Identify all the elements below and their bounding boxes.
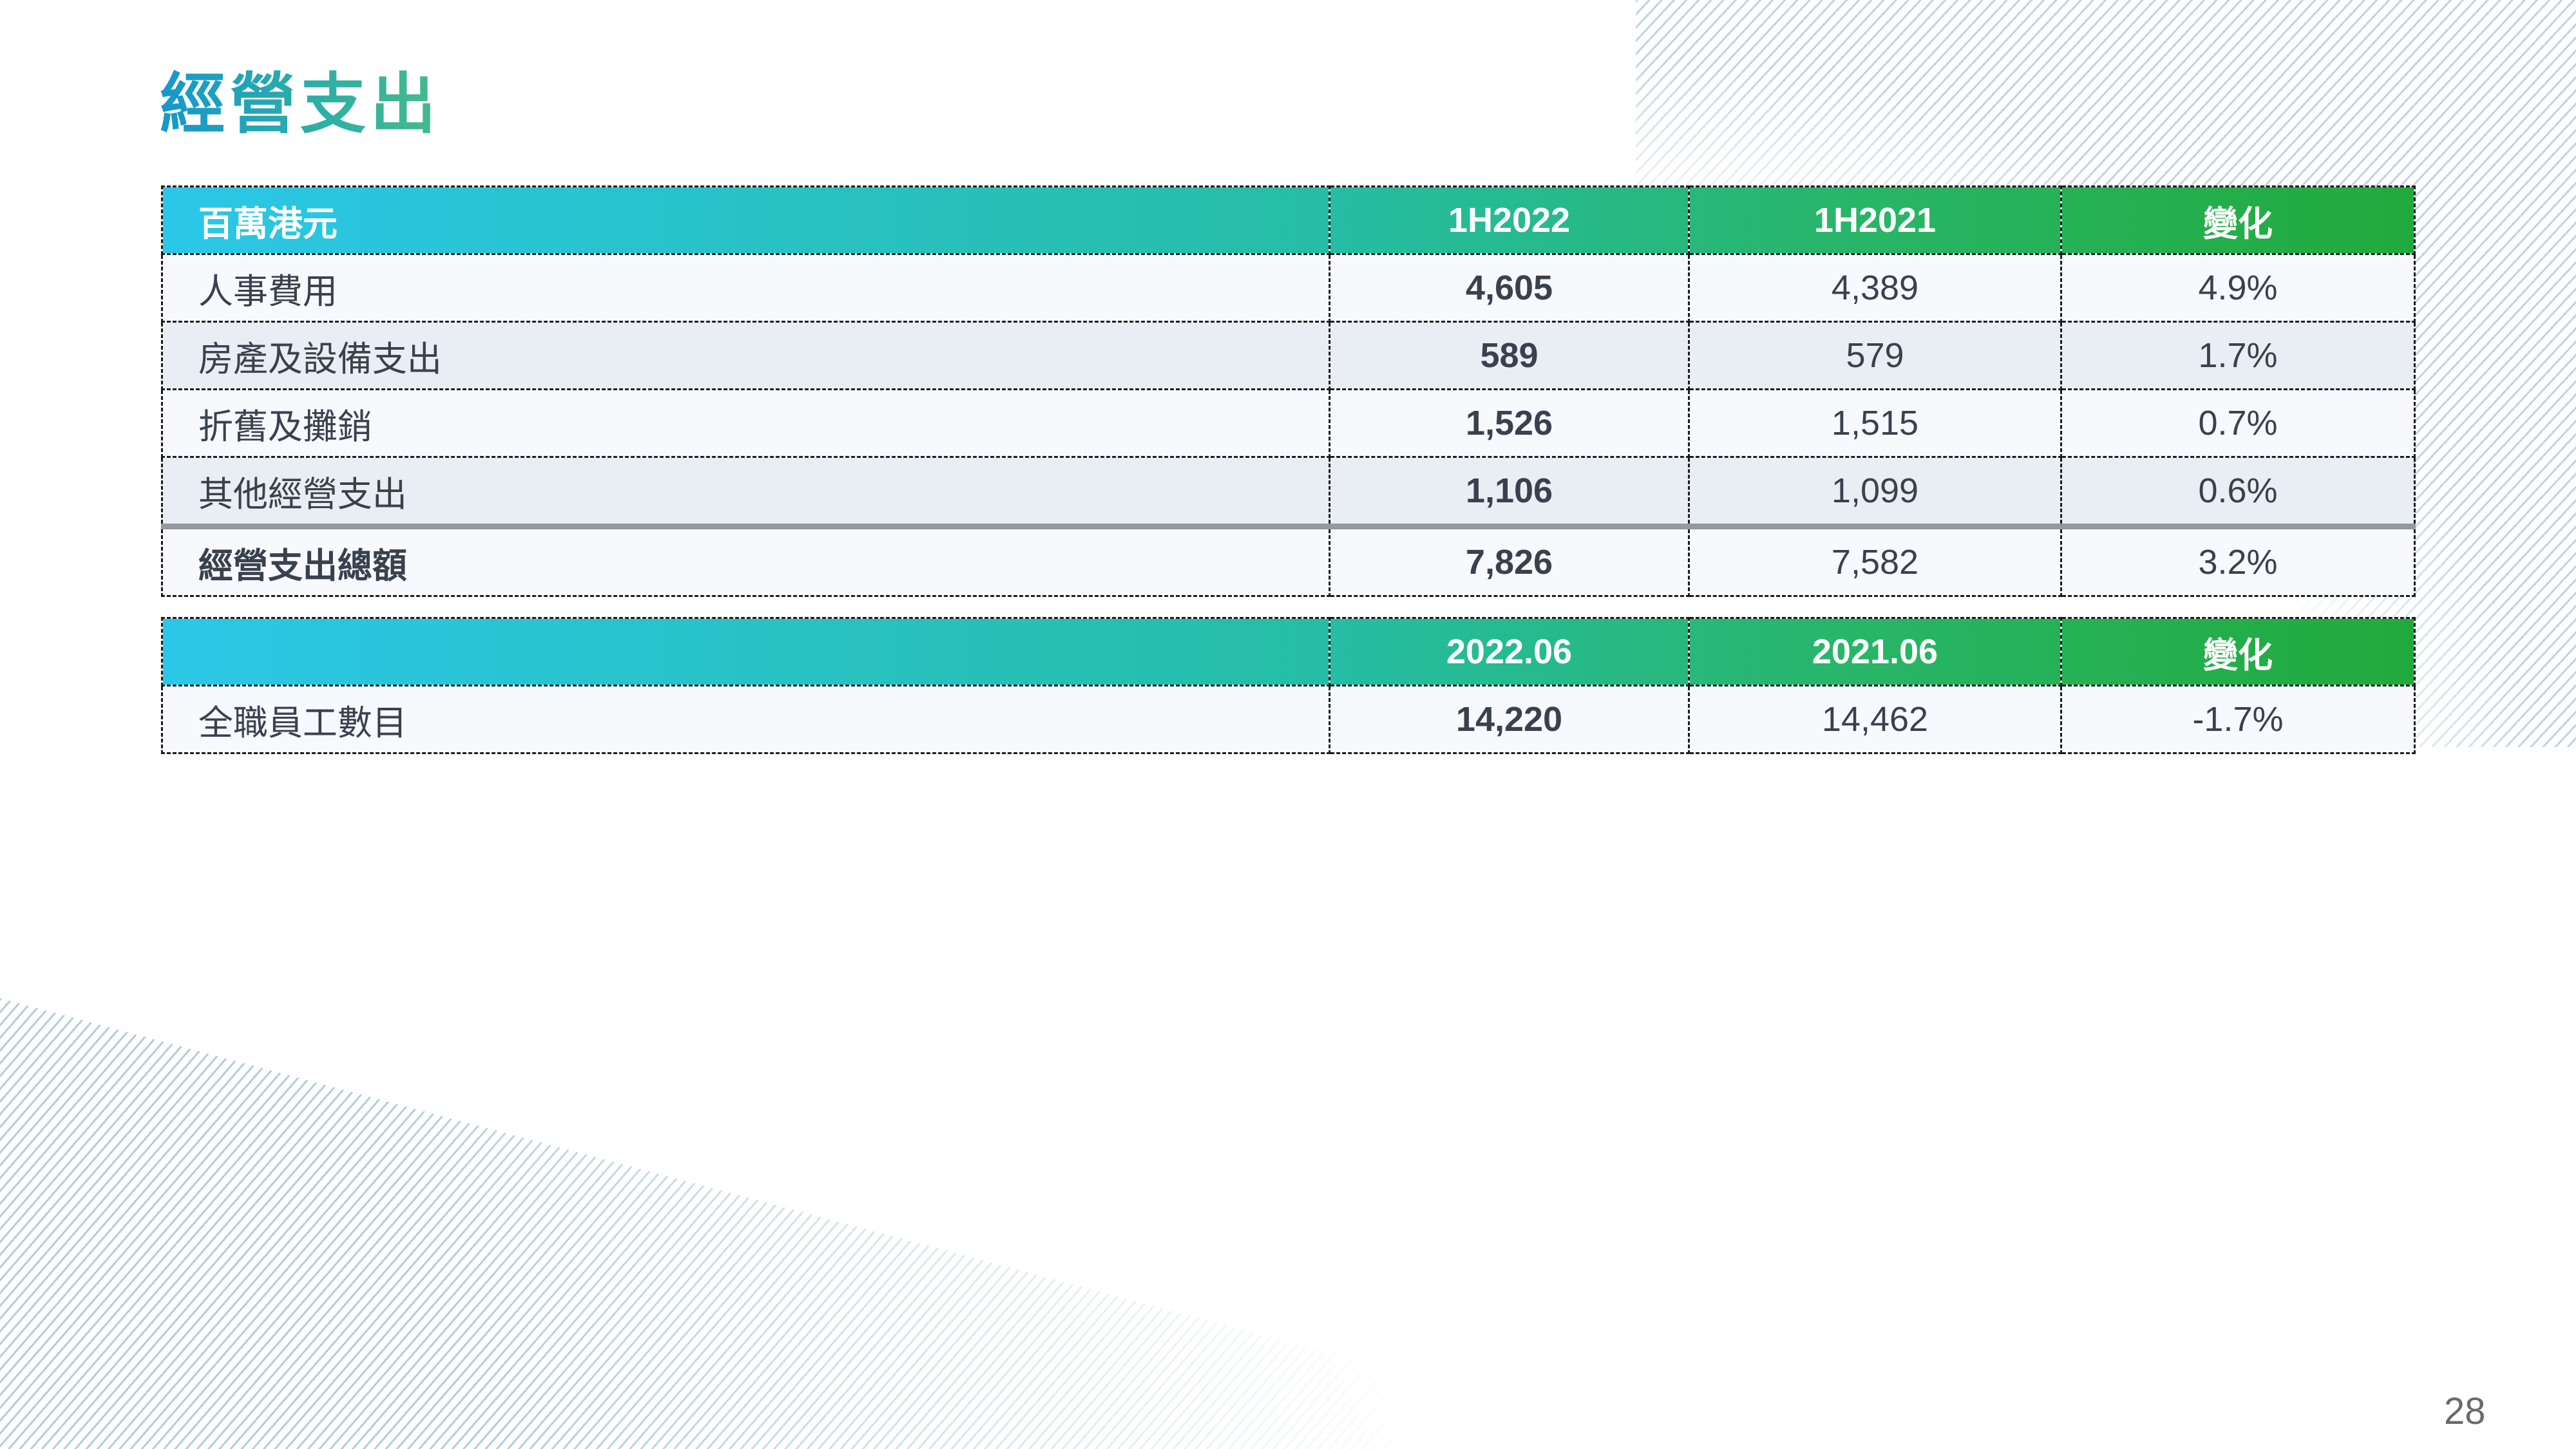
headcount-header-2022-06: 2022.06 — [1329, 617, 1690, 687]
page-number: 28 — [2444, 1390, 2486, 1432]
headcount-header-row: 2022.06 2021.06 變化 — [161, 617, 2416, 687]
value-1h2022: 589 — [1329, 321, 1690, 390]
headcount-header-2021-06: 2021.06 — [1688, 617, 2062, 687]
row-label: 房產及設備支出 — [161, 321, 1331, 390]
page-title: 經營支出 — [160, 68, 440, 141]
expenses-header-row: 百萬港元 1H2022 1H2021 變化 — [161, 185, 2416, 255]
value-2021-06: 14,462 — [1688, 685, 2062, 754]
value-1h2022: 7,826 — [1329, 524, 1690, 597]
expenses-header-unit: 百萬港元 — [161, 185, 1331, 255]
row-label: 經營支出總額 — [161, 524, 1331, 597]
value-change: 4.9% — [2060, 253, 2416, 323]
value-change: 0.7% — [2060, 388, 2416, 458]
table-row-other-operating-expenses: 其他經營支出 1,106 1,099 0.6% — [161, 456, 2416, 527]
expenses-header-change: 變化 — [2060, 185, 2416, 255]
value-1h2021: 4,389 — [1688, 253, 2062, 323]
row-label: 折舊及攤銷 — [161, 388, 1331, 458]
value-change: 0.6% — [2060, 456, 2416, 527]
expenses-header-1h2022: 1H2022 — [1329, 185, 1690, 255]
operating-expenses-table: 百萬港元 1H2022 1H2021 變化 人事費用 4,605 4,389 4… — [161, 185, 2416, 597]
table-row-premises-equipment: 房產及設備支出 589 579 1.7% — [161, 321, 2416, 390]
value-1h2022: 4,605 — [1329, 253, 1690, 323]
table-row-total-operating-expenses: 經營支出總額 7,826 7,582 3.2% — [161, 524, 2416, 597]
table-row-staff-costs: 人事費用 4,605 4,389 4.9% — [161, 253, 2416, 323]
value-1h2022: 1,106 — [1329, 456, 1690, 527]
table-row-depreciation-amortisation: 折舊及攤銷 1,526 1,515 0.7% — [161, 388, 2416, 458]
headcount-table: 2022.06 2021.06 變化 全職員工數目 14,220 14,462 … — [161, 617, 2416, 754]
table-row-full-time-staff: 全職員工數目 14,220 14,462 -1.7% — [161, 685, 2416, 754]
row-label: 全職員工數目 — [161, 685, 1331, 754]
value-change: 3.2% — [2060, 524, 2416, 597]
expenses-header-1h2021: 1H2021 — [1688, 185, 2062, 255]
row-label: 人事費用 — [161, 253, 1331, 323]
value-1h2021: 1,099 — [1688, 456, 2062, 527]
value-1h2021: 7,582 — [1688, 524, 2062, 597]
value-1h2021: 579 — [1688, 321, 2062, 390]
decorative-waves-bottom-left — [0, 998, 1623, 1449]
value-change: -1.7% — [2060, 685, 2416, 754]
value-2022-06: 14,220 — [1329, 685, 1690, 754]
headcount-header-blank — [161, 617, 1331, 687]
row-label: 其他經營支出 — [161, 456, 1331, 527]
headcount-header-change: 變化 — [2060, 617, 2416, 687]
value-change: 1.7% — [2060, 321, 2416, 390]
value-1h2021: 1,515 — [1688, 388, 2062, 458]
value-1h2022: 1,526 — [1329, 388, 1690, 458]
